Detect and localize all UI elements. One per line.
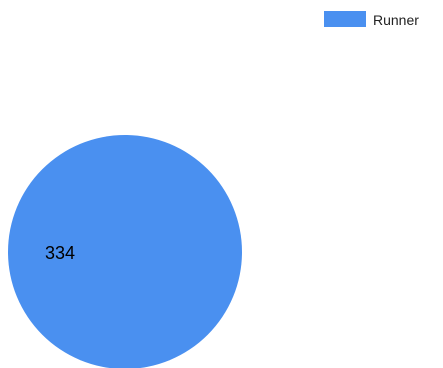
- pie-labels: 334: [45, 243, 75, 263]
- legend-label-runner: Runner: [373, 12, 419, 28]
- pie-slice-runner: [8, 135, 242, 368]
- legend: Runner: [324, 11, 419, 28]
- pie-slice-value-label: 334: [45, 243, 75, 263]
- pie-slices: [8, 135, 242, 368]
- legend-swatch-runner: [324, 11, 366, 27]
